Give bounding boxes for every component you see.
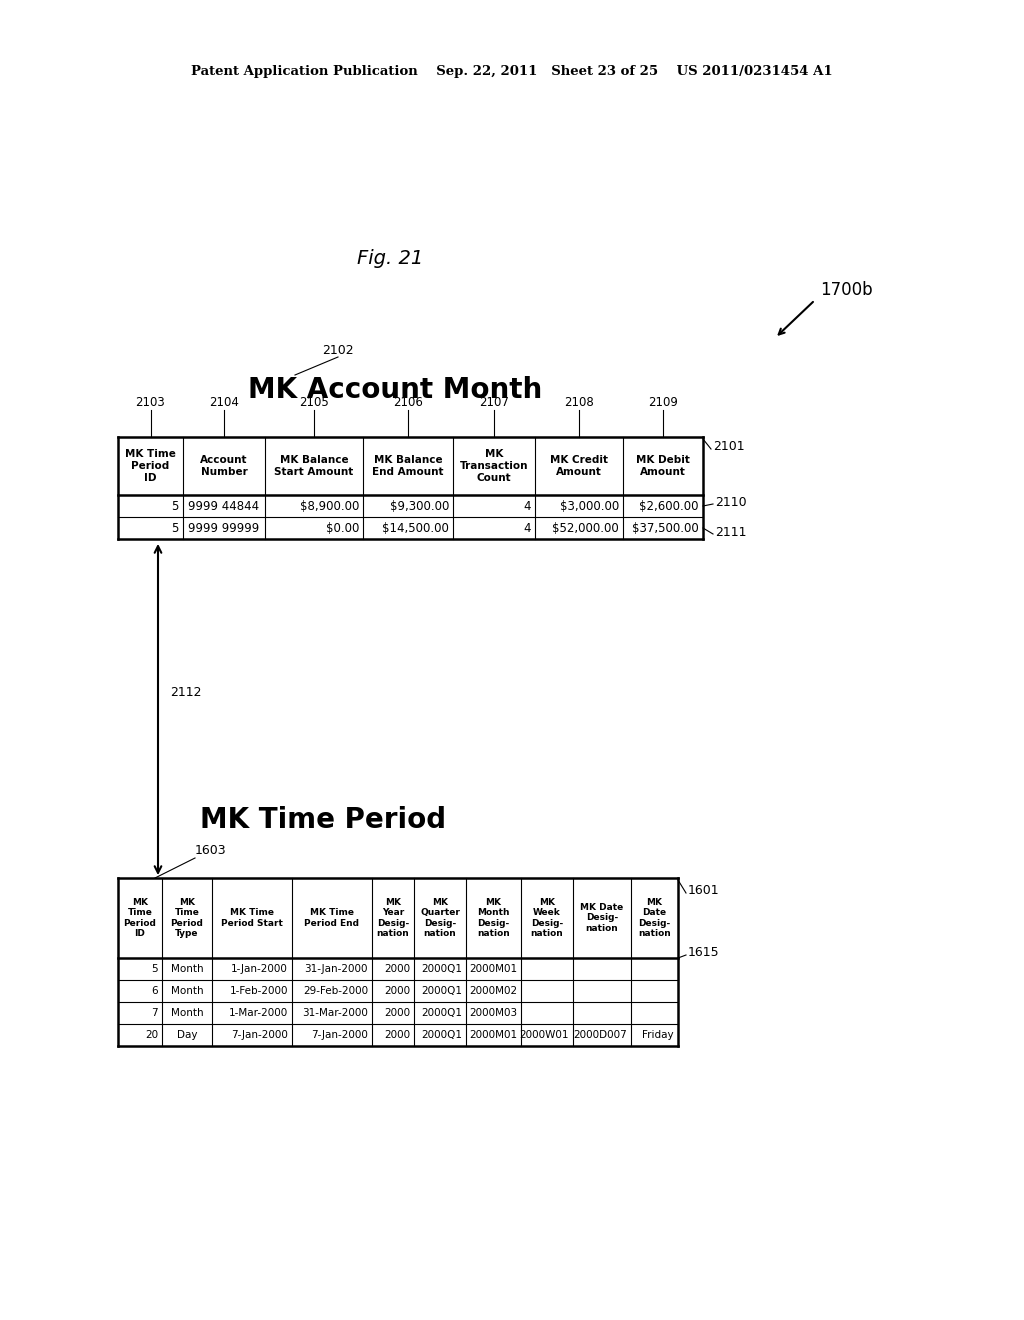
Text: MK Time Period: MK Time Period [200,807,446,834]
Text: 2109: 2109 [648,396,678,408]
Text: 2103: 2103 [135,396,165,408]
Text: MK Date
Desig-
nation: MK Date Desig- nation [581,903,624,933]
Text: $52,000.00: $52,000.00 [552,521,618,535]
Text: 1-Feb-2000: 1-Feb-2000 [229,986,288,997]
Text: 2102: 2102 [323,343,354,356]
Text: Friday: Friday [642,1030,674,1040]
Bar [118,437,703,539]
Text: MK
Week
Desig-
nation: MK Week Desig- nation [530,898,563,939]
Text: 4: 4 [523,521,531,535]
Text: 9999 44844: 9999 44844 [188,499,259,512]
Text: 5: 5 [172,499,179,512]
Text: MK Time
Period End: MK Time Period End [304,908,359,928]
Text: 2000M01: 2000M01 [469,964,517,974]
Text: 2108: 2108 [564,396,594,408]
Text: 7-Jan-2000: 7-Jan-2000 [311,1030,368,1040]
Text: 31-Mar-2000: 31-Mar-2000 [302,1008,368,1018]
Text: 2112: 2112 [170,686,202,700]
Text: Month: Month [171,964,204,974]
Text: 2000Q1: 2000Q1 [421,986,462,997]
Text: MK
Transaction
Count: MK Transaction Count [460,449,528,483]
Text: 9999 99999: 9999 99999 [188,521,260,535]
Text: MK Debit
Amount: MK Debit Amount [636,455,690,477]
Text: $14,500.00: $14,500.00 [382,521,449,535]
Text: 4: 4 [523,499,531,512]
Text: $0.00: $0.00 [326,521,359,535]
Text: Month: Month [171,986,204,997]
Text: 5: 5 [152,964,158,974]
Text: 2000: 2000 [384,1030,410,1040]
Text: MK
Quarter
Desig-
nation: MK Quarter Desig- nation [420,898,460,939]
Text: 2000: 2000 [384,1008,410,1018]
Text: 2107: 2107 [479,396,509,408]
Text: Account
Number: Account Number [201,455,248,477]
Text: 2110: 2110 [715,495,746,508]
Text: 29-Feb-2000: 29-Feb-2000 [303,986,368,997]
Text: 1615: 1615 [688,946,720,960]
Text: 1700b: 1700b [820,281,872,300]
Text: $2,600.00: $2,600.00 [640,499,699,512]
Text: 5: 5 [172,521,179,535]
Text: Patent Application Publication    Sep. 22, 2011   Sheet 23 of 25    US 2011/0231: Patent Application Publication Sep. 22, … [191,66,833,78]
Text: $3,000.00: $3,000.00 [560,499,618,512]
Text: 7: 7 [152,1008,158,1018]
Text: MK Time
Period
ID: MK Time Period ID [125,449,176,483]
Text: 2105: 2105 [299,396,329,408]
Text: MK
Time
Period
ID: MK Time Period ID [124,898,157,939]
Bar [118,878,678,1045]
Text: MK Balance
End Amount: MK Balance End Amount [373,455,443,477]
Text: 2000D007: 2000D007 [573,1030,627,1040]
Text: $9,300.00: $9,300.00 [389,499,449,512]
Text: 2000W01: 2000W01 [519,1030,569,1040]
Text: MK
Year
Desig-
nation: MK Year Desig- nation [377,898,410,939]
Text: 2000: 2000 [384,986,410,997]
Text: $8,900.00: $8,900.00 [300,499,359,512]
Text: 20: 20 [144,1030,158,1040]
Text: 31-Jan-2000: 31-Jan-2000 [304,964,368,974]
Text: MK Balance
Start Amount: MK Balance Start Amount [274,455,353,477]
Text: MK Account Month: MK Account Month [248,376,543,404]
Text: 1-Jan-2000: 1-Jan-2000 [231,964,288,974]
Text: MK Credit
Amount: MK Credit Amount [550,455,608,477]
Text: Month: Month [171,1008,204,1018]
Text: 2000: 2000 [384,964,410,974]
Text: 2000Q1: 2000Q1 [421,1008,462,1018]
Text: MK
Time
Period
Type: MK Time Period Type [171,898,204,939]
Text: 2000M01: 2000M01 [469,1030,517,1040]
Text: $37,500.00: $37,500.00 [632,521,699,535]
Text: Fig. 21: Fig. 21 [357,248,423,268]
Text: 2106: 2106 [393,396,423,408]
Text: 2101: 2101 [713,441,744,454]
Text: 1601: 1601 [688,883,720,896]
Text: 7-Jan-2000: 7-Jan-2000 [231,1030,288,1040]
Text: Day: Day [177,1030,198,1040]
Text: 2000Q1: 2000Q1 [421,1030,462,1040]
Text: MK Time
Period Start: MK Time Period Start [221,908,283,928]
Text: 6: 6 [152,986,158,997]
Text: 2111: 2111 [715,525,746,539]
Text: MK
Month
Desig-
nation: MK Month Desig- nation [477,898,510,939]
Text: 1603: 1603 [195,843,226,857]
Text: 2000M02: 2000M02 [469,986,517,997]
Text: 1-Mar-2000: 1-Mar-2000 [228,1008,288,1018]
Text: MK
Date
Desig-
nation: MK Date Desig- nation [638,898,671,939]
Text: 2000Q1: 2000Q1 [421,964,462,974]
Text: 2000M03: 2000M03 [469,1008,517,1018]
Text: 2104: 2104 [209,396,239,408]
